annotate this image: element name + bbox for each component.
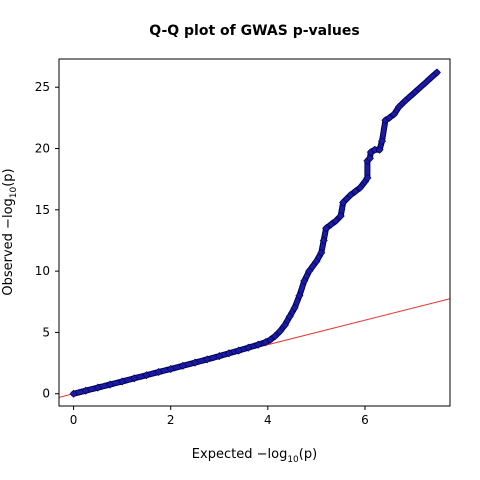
data-point [322, 224, 331, 233]
data-point [69, 389, 78, 398]
data-point [130, 374, 139, 383]
data-point [390, 110, 399, 119]
data-point [346, 191, 355, 200]
data-point [300, 276, 309, 285]
data-point [254, 340, 263, 349]
x-axis-label: Expected −log10(p) [192, 447, 317, 465]
data-point [326, 220, 336, 229]
data-point [331, 216, 340, 225]
data-point [275, 327, 285, 336]
data-point [93, 383, 102, 392]
data-point [432, 68, 441, 77]
data-point [178, 361, 187, 370]
data-point [285, 312, 294, 321]
data-point [365, 154, 374, 163]
chart-title: Q-Q plot of GWAS p-values [149, 23, 359, 39]
data-point [224, 349, 234, 358]
data-point [394, 102, 404, 111]
plot-area [59, 68, 450, 398]
y-tick-label: 0 [42, 387, 50, 401]
data-point [312, 257, 321, 266]
x-tick-label: 4 [264, 413, 272, 427]
data-point [166, 364, 175, 373]
data-point [105, 380, 115, 389]
data-point [319, 236, 328, 245]
data-point [351, 187, 360, 196]
data-point [244, 343, 253, 352]
data-point [215, 352, 224, 361]
y-tick-label: 10 [35, 264, 50, 278]
data-point [401, 96, 410, 105]
data-point [234, 346, 243, 355]
data-point [317, 248, 326, 257]
observed-trace-fill [71, 70, 439, 396]
data-point [266, 335, 275, 344]
x-tick-label: 6 [361, 413, 369, 427]
y-tick-label: 20 [35, 142, 50, 156]
x-tick-label: 2 [167, 413, 175, 427]
data-point [336, 211, 345, 220]
data-point [363, 173, 372, 182]
y-axis-label: Observed −log10(p) [1, 168, 19, 295]
data-point [81, 386, 90, 395]
data-point [356, 183, 365, 192]
x-tick-label: 0 [70, 413, 78, 427]
data-point [271, 332, 280, 341]
data-point [118, 377, 127, 386]
data-point [280, 321, 289, 330]
data-point [305, 267, 314, 276]
y-tick-label: 15 [35, 203, 50, 217]
plot-frame [58, 58, 451, 407]
y-tick-label: 5 [42, 325, 50, 339]
data-point [203, 355, 212, 364]
data-point [290, 303, 299, 312]
data-point [190, 358, 200, 367]
data-point [154, 368, 163, 377]
axes: 0 2 4 6 0 5 10 15 20 25 [35, 58, 451, 427]
data-point [339, 198, 348, 207]
data-point [377, 137, 387, 146]
data-point [295, 291, 304, 300]
data-point [385, 113, 394, 122]
data-point [375, 145, 384, 154]
data-point [142, 371, 151, 380]
data-point [411, 88, 420, 97]
y-tick-label: 25 [35, 80, 50, 94]
